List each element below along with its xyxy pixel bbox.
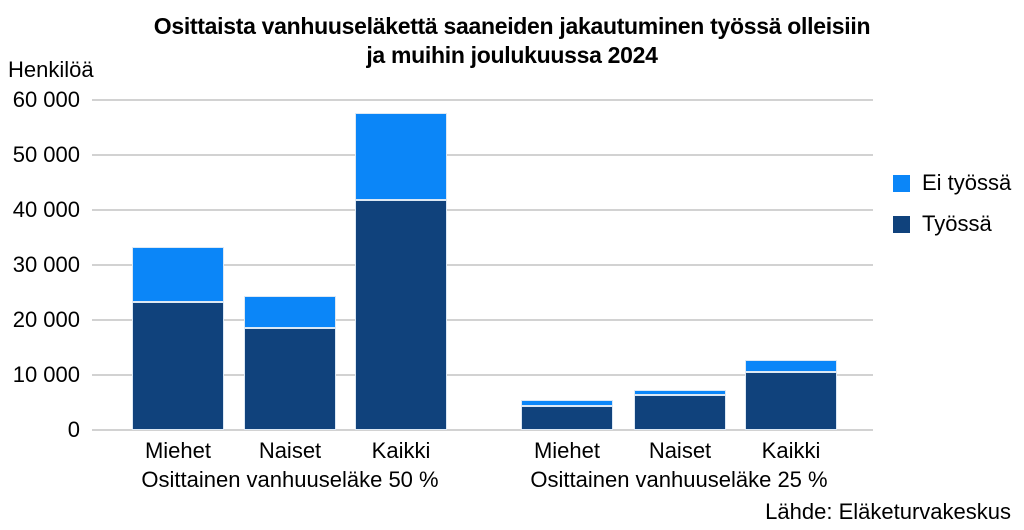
gridline: [92, 264, 873, 266]
y-tick-label: 50 000: [12, 142, 80, 167]
legend: Ei työssä Työssä: [893, 170, 1012, 253]
bar-segment-ei-tyossa: [244, 295, 336, 329]
y-tick-label: 20 000: [12, 307, 80, 332]
group-label-25: Osittainen vanhuuseläke 25 %: [530, 467, 828, 492]
gridline: [92, 99, 873, 101]
bar-segment-tyossa: [521, 406, 613, 430]
bar-segment-ei-tyossa: [132, 246, 224, 302]
bar-segment-tyossa: [355, 200, 447, 430]
legend-swatch-ei-tyossa: [893, 174, 910, 192]
legend-item-tyossa: Työssä: [893, 211, 1011, 236]
bar-segment-tyossa: [244, 328, 336, 430]
bar-segment-tyossa: [132, 301, 224, 430]
y-tick-label: 40 000: [12, 197, 80, 222]
legend-label-tyossa: Työssä: [922, 211, 992, 236]
legend-swatch-tyossa: [893, 215, 910, 233]
x-category-label: Kaikki: [371, 438, 431, 463]
x-category-label: Miehet: [533, 438, 601, 463]
y-axis-label: Henkilöä: [8, 57, 94, 82]
x-category-label: Naiset: [648, 438, 712, 463]
gridline: [92, 209, 873, 211]
y-tick-label: 0: [67, 417, 80, 442]
y-tick-label: 30 000: [12, 252, 80, 277]
y-tick-label: 60 000: [12, 87, 80, 112]
legend-label-ei-tyossa: Ei työssä: [922, 170, 1012, 195]
bar-segment-tyossa: [634, 395, 726, 430]
gridline: [92, 429, 873, 431]
gridline: [92, 374, 873, 376]
chart-title-line-2: ja muihin joulukuussa 2024: [366, 42, 658, 68]
bar-segment-tyossa: [745, 371, 837, 430]
gridline: [92, 154, 873, 156]
group-label-50: Osittainen vanhuuseläke 50 %: [141, 467, 439, 492]
bar-segment-ei-tyossa: [634, 389, 726, 396]
source-text: Lähde: Eläketurvakeskus: [765, 499, 1011, 524]
bar-segment-ei-tyossa: [745, 360, 837, 372]
x-category-label: Naiset: [258, 438, 322, 463]
bar-segment-ei-tyossa: [355, 112, 447, 201]
legend-item-ei-tyossa: Ei työssä: [893, 170, 1012, 195]
x-category-label: Kaikki: [761, 438, 821, 463]
chart-title-line-1: Osittaista vanhuuseläkettä saaneiden jak…: [153, 13, 871, 39]
bar-segment-ei-tyossa: [521, 400, 613, 407]
gridline: [92, 319, 873, 321]
y-tick-label: 10 000: [12, 362, 80, 387]
x-category-label: Miehet: [144, 438, 212, 463]
